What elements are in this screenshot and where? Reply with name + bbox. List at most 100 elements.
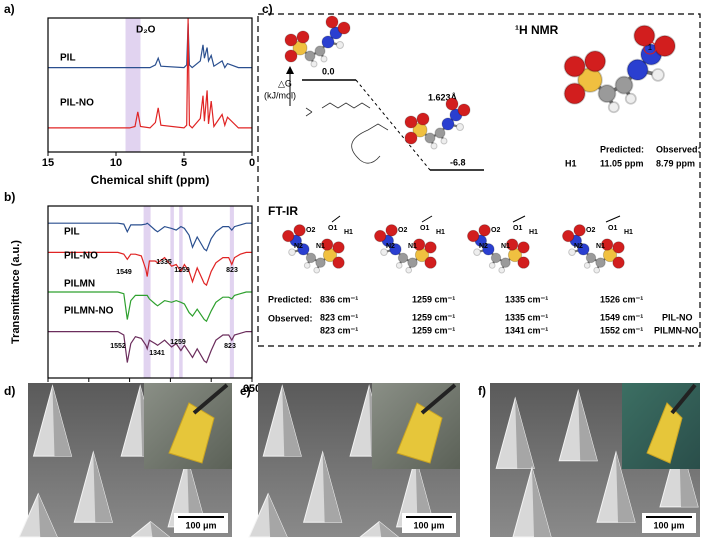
ftir-value: 1335 cm⁻¹ [505,312,548,322]
ftir-value: 1549 cm⁻¹ [600,312,643,322]
microneedle-shade [93,452,113,523]
atom [607,101,620,114]
vibration-arrow [605,215,621,223]
atom [434,127,446,139]
atom-label: O2 [306,227,315,234]
atom-label: N1 [501,243,510,250]
atom [337,21,351,35]
ftir-value: 1259 cm⁻¹ [412,312,455,322]
ftir-value: 836 cm⁻¹ [320,294,358,304]
nmr-title: ¹H NMR [515,23,559,37]
ftir-row-label: Predicted: [268,294,312,304]
nmr-row-label: H1 [565,158,577,168]
atom-label: N2 [574,243,583,250]
x-tick-label: 650 [243,383,261,395]
atom-label: H1 [529,229,538,236]
microneedle-shade [515,398,535,469]
atom-label: O2 [586,227,595,234]
atom [404,115,418,129]
atom [325,15,339,29]
spectrum-line [48,23,252,69]
molecule [374,224,437,274]
energy-value: 0.0 [322,66,335,76]
series-label: PIL-NO [64,251,98,262]
x-tick-label: 0 [249,157,255,169]
scale-bar-label: 100 μm [653,520,684,530]
patch [646,402,683,464]
atom [478,224,491,237]
atom [573,224,586,237]
microneedle-shade [150,521,170,537]
atom-label: O1 [328,225,337,232]
highlight-band [125,18,141,152]
atom [498,266,506,274]
atom [310,60,318,68]
highlight-band [229,206,234,378]
ftir-value: 1341 cm⁻¹ [505,325,548,335]
x-axis-label: Chemical shift (ppm) [91,173,210,187]
atom [482,243,495,256]
microneedle-shade [268,493,288,537]
atom [456,123,464,131]
series-label: PIL [60,53,76,64]
atom [612,241,625,254]
tweezers [420,383,457,415]
patch [396,402,443,464]
panel-frame [257,13,701,347]
patch [168,402,215,464]
vibration-arrow [421,215,433,223]
microneedle-shade [282,386,302,457]
atom-label: H1 [436,229,445,236]
atom-label: O2 [398,227,407,234]
atom [653,34,676,58]
atom [332,241,345,254]
peak-label: 823 [226,267,238,274]
atom [467,229,480,243]
atom [404,131,418,145]
atom [395,262,403,269]
peak-label: 1341 [149,350,165,357]
atom [321,35,335,49]
vibration-arrow [512,215,526,223]
microneedle-shade [415,456,435,527]
microneedle-shade [532,467,551,537]
atom [282,229,295,243]
plot-frame [47,17,253,153]
atom [562,229,575,243]
atom [585,252,597,264]
atom [490,252,502,264]
atom [517,256,530,269]
highlight-band [143,206,151,378]
atom [293,224,306,237]
atom [303,262,311,269]
series-label: PIL [64,227,80,238]
atom [445,97,459,111]
atom-label: N1 [316,243,325,250]
formula-sketch [305,102,389,164]
plot-frame [47,205,253,379]
atom [315,257,326,268]
molecule [404,97,471,150]
spectrum-line [48,251,252,287]
peak-label: 1259 [170,339,186,346]
atom [288,248,296,256]
energy-value: -6.8 [450,157,466,167]
atom [412,238,426,251]
atom-label: O2 [491,227,500,234]
vibration-arrow [331,215,341,223]
atom [584,50,607,73]
atom-label: N2 [479,243,488,250]
atom [424,256,437,269]
scale-bar-label: 100 μm [185,520,216,530]
atom [626,58,649,81]
atom [457,103,471,117]
peak-label: 823 [224,343,236,350]
atom [583,262,591,269]
atom [284,49,298,63]
y-axis-label: Transmittance (a.u.) [10,240,22,344]
molecule [282,224,345,274]
energy-axis-label: (kJ/mol) [264,90,296,100]
highlight-band [179,206,183,378]
peak-label: 1552 [110,343,126,350]
panel-label: a) [4,2,15,16]
